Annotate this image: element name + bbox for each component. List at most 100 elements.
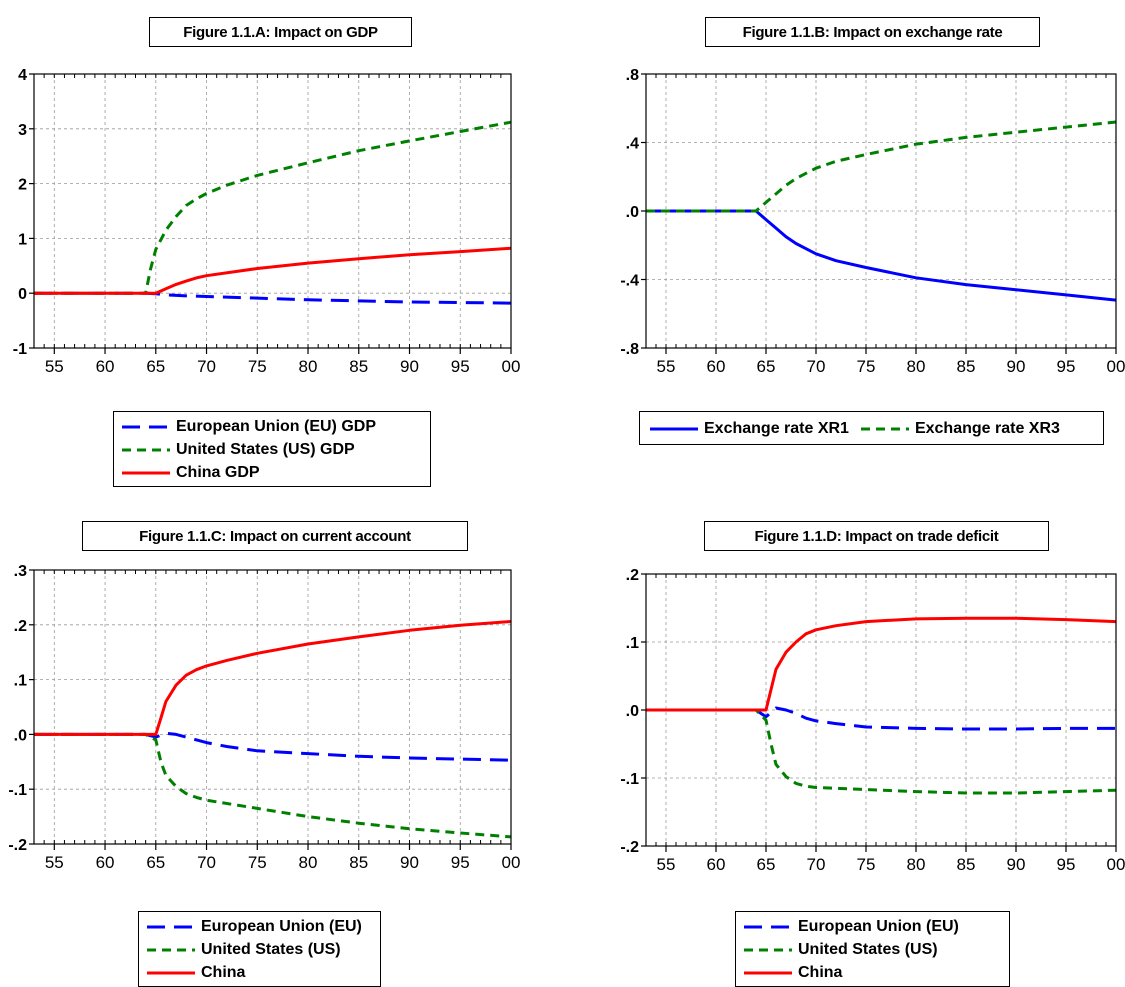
- legend-label: European Union (EU): [201, 917, 362, 935]
- y-tick-label: .8: [626, 67, 639, 84]
- legend-label: Exchange rate XR1: [704, 419, 849, 437]
- y-tick-label: 4: [18, 67, 27, 84]
- y-tick-label: 1: [18, 231, 27, 248]
- x-tick-label: 85: [957, 855, 976, 874]
- x-tick-label: 90: [400, 853, 419, 872]
- legend-swatch: [744, 925, 792, 928]
- legend-label: China: [798, 963, 843, 981]
- x-tick-label: 65: [146, 853, 165, 872]
- legend-item: European Union (EU): [147, 915, 372, 938]
- legend-label: European Union (EU): [798, 917, 959, 935]
- y-tick-label: .1: [626, 635, 639, 652]
- legend-swatch: [744, 971, 792, 974]
- y-tick-label: -.1: [620, 771, 639, 788]
- legend-label: European Union (EU) GDP: [176, 417, 376, 435]
- y-tick-label: .2: [14, 618, 27, 635]
- y-tick-label: -.8: [620, 341, 639, 358]
- x-tick-label: 60: [96, 357, 115, 376]
- legend-swatch: [122, 471, 170, 474]
- legend-label: United States (US): [798, 940, 938, 958]
- legend-label: China GDP: [176, 463, 260, 481]
- x-tick-label: 60: [96, 853, 115, 872]
- legend-swatch: [147, 925, 195, 928]
- plot-frame: [33, 569, 512, 845]
- legend-d: European Union (EU) United States (US) Chi…: [735, 911, 1010, 987]
- x-tick-label: 80: [299, 357, 318, 376]
- legend-item: United States (US): [147, 938, 372, 961]
- legend-item: China GDP: [122, 461, 422, 484]
- x-tick-label: 55: [45, 357, 64, 376]
- plot-frame: [33, 73, 512, 349]
- legend-item: Exchange rate XR3: [860, 417, 1060, 440]
- legend-item: European Union (EU) GDP: [122, 415, 422, 438]
- y-tick-label: .2: [626, 567, 639, 584]
- legend-item: European Union (EU): [744, 915, 1001, 938]
- legend-label: United States (US) GDP: [176, 440, 355, 458]
- series-line-1: [646, 120, 1117, 213]
- y-tick-label: -.4: [620, 273, 639, 290]
- y-tick-label: .4: [626, 136, 639, 153]
- y-tick-label: 0: [18, 286, 27, 303]
- legend-item: Exchange rate XR1: [650, 417, 849, 440]
- x-tick-label: 70: [197, 357, 216, 376]
- series-line-1: [34, 732, 512, 839]
- legend-swatch: [744, 948, 792, 951]
- series-line-2: [646, 616, 1117, 712]
- chart-title-d: Figure 1.1.D: Impact on trade deficit: [704, 521, 1049, 551]
- x-tick-label: 00: [502, 853, 521, 872]
- y-tick-label: .0: [14, 727, 27, 744]
- legend-item: China: [744, 961, 1001, 984]
- legend-label: Exchange rate XR3: [914, 419, 1060, 437]
- series-line-1: [34, 120, 512, 295]
- y-tick-label: .3: [14, 563, 27, 580]
- x-tick-label: 65: [757, 357, 776, 376]
- x-tick-label: 65: [757, 855, 776, 874]
- x-tick-label: 60: [707, 855, 726, 874]
- plot-area: [34, 74, 511, 348]
- y-tick-label: .1: [14, 673, 27, 690]
- legend-item: United States (US) GDP: [122, 438, 422, 461]
- x-tick-label: 80: [299, 853, 318, 872]
- legend-swatch: [122, 425, 170, 428]
- x-tick-label: 00: [502, 357, 521, 376]
- x-tick-label: 85: [957, 357, 976, 376]
- x-tick-label: 75: [857, 357, 876, 376]
- series-line-0: [646, 209, 1117, 302]
- x-tick-label: 75: [248, 853, 267, 872]
- x-tick-label: 85: [349, 357, 368, 376]
- series-line-2: [34, 620, 512, 736]
- legend-swatch: [122, 448, 170, 451]
- legend-swatch: [650, 427, 698, 430]
- y-tick-label: .0: [626, 703, 639, 720]
- x-tick-label: 80: [907, 855, 926, 874]
- chart-title-b: Figure 1.1.B: Impact on exchange rate: [705, 17, 1040, 47]
- x-tick-label: 75: [857, 855, 876, 874]
- x-tick-label: 95: [451, 357, 470, 376]
- x-tick-label: 95: [451, 853, 470, 872]
- legend-swatch: [860, 427, 909, 430]
- legend-item: United States (US): [744, 938, 1001, 961]
- chart-title-c: Figure 1.1.C: Impact on current account: [82, 521, 468, 551]
- series-line-0: [34, 731, 512, 762]
- x-tick-label: 95: [1057, 357, 1076, 376]
- plot-area: [34, 570, 511, 844]
- x-tick-label: 55: [45, 853, 64, 872]
- legend-swatch: [147, 971, 195, 974]
- legend-b: Exchange rate XR1 Exchange rate XR3: [639, 411, 1104, 445]
- x-tick-label: 70: [197, 853, 216, 872]
- x-tick-label: 00: [1107, 855, 1125, 874]
- y-tick-label: -.2: [8, 837, 27, 854]
- y-tick-label: 3: [18, 122, 27, 139]
- x-tick-label: 60: [707, 357, 726, 376]
- x-tick-label: 55: [657, 357, 676, 376]
- legend-swatch: [147, 948, 195, 951]
- x-tick-label: 00: [1107, 357, 1125, 376]
- y-tick-label: -1: [13, 341, 27, 358]
- x-tick-label: 95: [1057, 855, 1076, 874]
- x-tick-label: 55: [657, 855, 676, 874]
- x-tick-label: 75: [248, 357, 267, 376]
